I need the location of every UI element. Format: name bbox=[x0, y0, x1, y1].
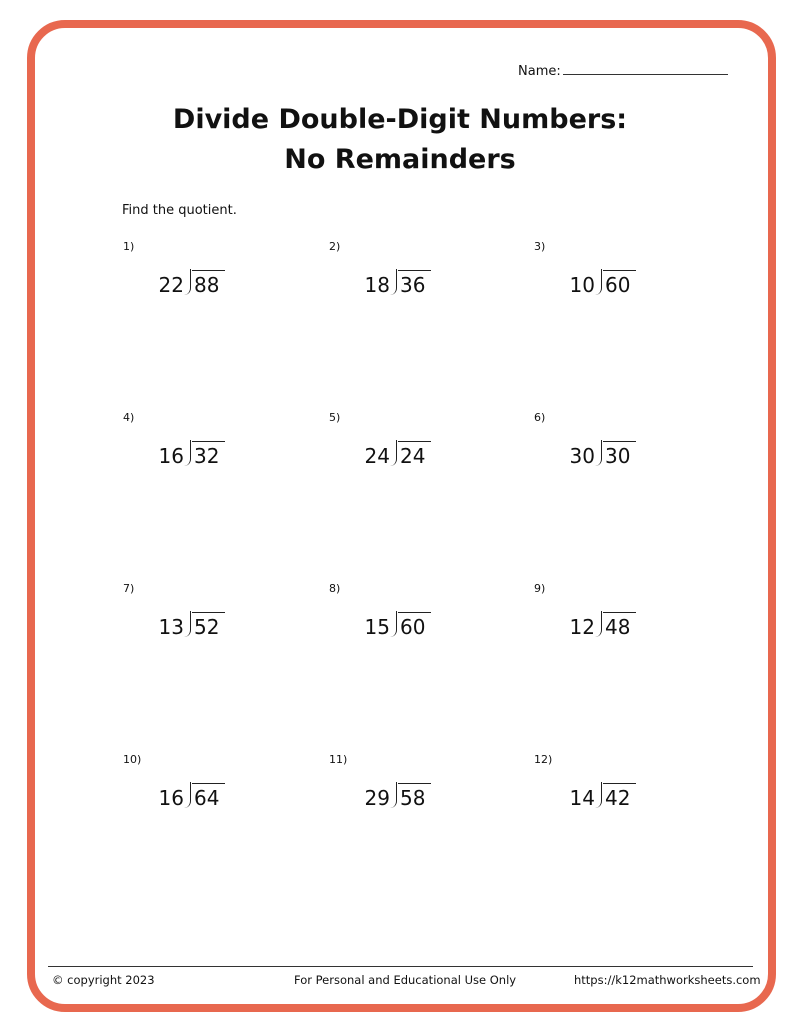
dividend: 64 bbox=[192, 783, 226, 810]
long-division: 16 64 bbox=[156, 782, 226, 810]
divisor: 14 bbox=[569, 786, 595, 810]
problem-number: 12) bbox=[534, 753, 553, 766]
divisor: 16 bbox=[158, 444, 184, 468]
problem: 7) 13 52 bbox=[123, 582, 323, 662]
problem: 10) 16 64 bbox=[123, 753, 323, 833]
division-bracket bbox=[595, 611, 602, 637]
long-division: 10 60 bbox=[567, 269, 637, 297]
divisor: 24 bbox=[364, 444, 390, 468]
long-division: 15 60 bbox=[362, 611, 432, 639]
division-bracket bbox=[390, 611, 397, 637]
usage-note: For Personal and Educational Use Only bbox=[294, 973, 517, 987]
page-title: Divide Double-Digit Numbers: No Remainder… bbox=[0, 100, 800, 180]
instructions: Find the quotient. bbox=[122, 203, 237, 218]
long-division: 16 32 bbox=[156, 440, 226, 468]
problem: 3) 10 60 bbox=[534, 240, 734, 320]
problem: 8) 15 60 bbox=[329, 582, 529, 662]
long-division: 12 48 bbox=[567, 611, 637, 639]
dividend: 60 bbox=[398, 612, 432, 639]
dividend: 42 bbox=[603, 783, 637, 810]
dividend: 52 bbox=[192, 612, 226, 639]
long-division: 30 30 bbox=[567, 440, 637, 468]
problem-number: 6) bbox=[534, 411, 546, 424]
problem-number: 10) bbox=[123, 753, 142, 766]
divisor: 22 bbox=[158, 273, 184, 297]
problem: 12) 14 42 bbox=[534, 753, 734, 833]
dividend: 24 bbox=[398, 441, 432, 468]
division-bracket bbox=[390, 440, 397, 466]
dividend: 88 bbox=[192, 270, 226, 297]
name-label: Name: bbox=[518, 64, 561, 79]
long-division: 18 36 bbox=[362, 269, 432, 297]
division-bracket bbox=[390, 782, 397, 808]
divisor: 18 bbox=[364, 273, 390, 297]
problem: 2) 18 36 bbox=[329, 240, 529, 320]
problem-number: 7) bbox=[123, 582, 135, 595]
dividend: 36 bbox=[398, 270, 432, 297]
site-url: https://k12mathworksheets.com bbox=[574, 973, 761, 987]
problem-number: 2) bbox=[329, 240, 341, 253]
dividend: 48 bbox=[603, 612, 637, 639]
division-bracket bbox=[390, 269, 397, 295]
divisor: 30 bbox=[569, 444, 595, 468]
divisor: 15 bbox=[364, 615, 390, 639]
problem: 9) 12 48 bbox=[534, 582, 734, 662]
long-division: 13 52 bbox=[156, 611, 226, 639]
division-bracket bbox=[595, 269, 602, 295]
dividend: 60 bbox=[603, 270, 637, 297]
name-line[interactable] bbox=[562, 62, 728, 75]
title-line-1: Divide Double-Digit Numbers: bbox=[172, 104, 628, 135]
title-line-2: No Remainders bbox=[284, 144, 516, 175]
division-bracket bbox=[184, 269, 191, 295]
problem: 11) 29 58 bbox=[329, 753, 529, 833]
division-bracket bbox=[595, 782, 602, 808]
division-bracket bbox=[595, 440, 602, 466]
problem: 4) 16 32 bbox=[123, 411, 323, 491]
footer-divider bbox=[48, 966, 753, 967]
long-division: 22 88 bbox=[156, 269, 226, 297]
page-border bbox=[27, 20, 776, 1012]
problem: 1) 22 88 bbox=[123, 240, 323, 320]
long-division: 14 42 bbox=[567, 782, 637, 810]
long-division: 24 24 bbox=[362, 440, 432, 468]
problem-number: 5) bbox=[329, 411, 341, 424]
division-bracket bbox=[184, 611, 191, 637]
divisor: 12 bbox=[569, 615, 595, 639]
problem-number: 11) bbox=[329, 753, 348, 766]
name-field[interactable]: Name: bbox=[518, 62, 728, 79]
problem-number: 9) bbox=[534, 582, 546, 595]
divisor: 13 bbox=[158, 615, 184, 639]
dividend: 32 bbox=[192, 441, 226, 468]
problem-number: 4) bbox=[123, 411, 135, 424]
divisor: 16 bbox=[158, 786, 184, 810]
division-bracket bbox=[184, 440, 191, 466]
problem-number: 1) bbox=[123, 240, 135, 253]
division-bracket bbox=[184, 782, 191, 808]
problem-number: 8) bbox=[329, 582, 341, 595]
copyright: © copyright 2023 bbox=[52, 973, 155, 987]
dividend: 30 bbox=[603, 441, 637, 468]
dividend: 58 bbox=[398, 783, 432, 810]
problem: 6) 30 30 bbox=[534, 411, 734, 491]
problem-number: 3) bbox=[534, 240, 546, 253]
problem: 5) 24 24 bbox=[329, 411, 529, 491]
long-division: 29 58 bbox=[362, 782, 432, 810]
divisor: 29 bbox=[364, 786, 390, 810]
divisor: 10 bbox=[569, 273, 595, 297]
